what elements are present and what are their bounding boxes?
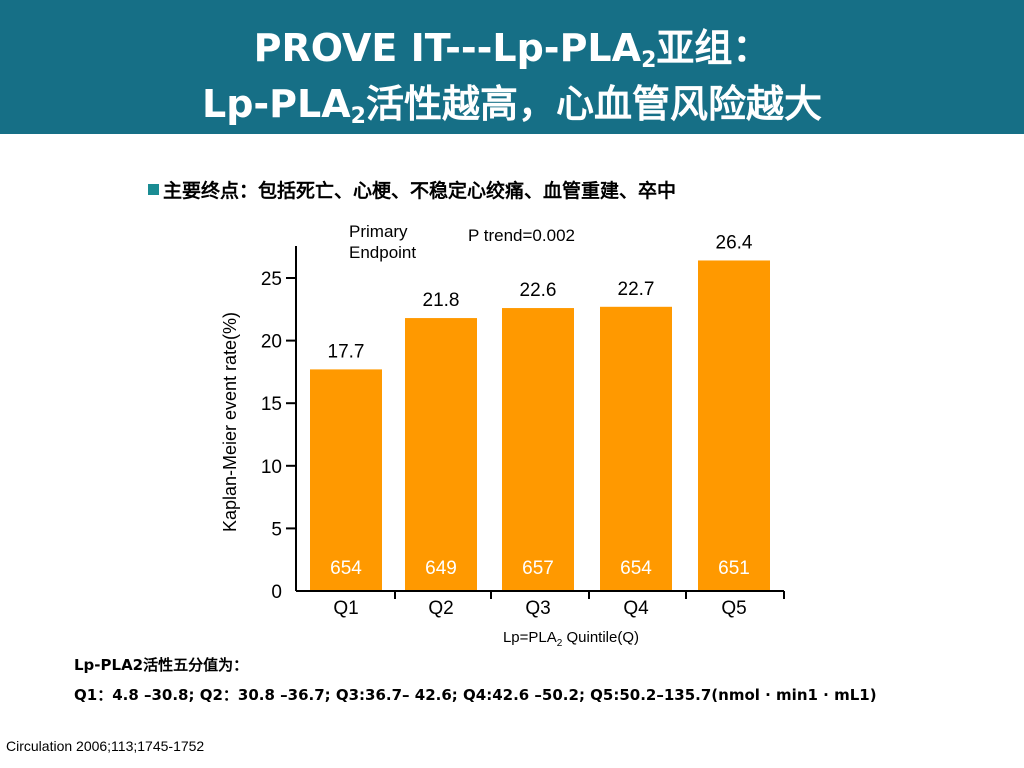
title-line-2-prefix: Lp-PLA (202, 82, 351, 126)
y-tick-label: 5 (271, 519, 282, 540)
quintile-ranges-note: Q1：4.8 –30.8; Q2：30.8 –36.7; Q3:36.7– 42… (74, 686, 877, 704)
x-tick-label: Q4 (623, 598, 649, 619)
bar-value-label: 17.7 (328, 341, 365, 362)
title-line-1-suffix: 亚组： (656, 26, 771, 70)
annotation-endpoint: Endpoint (349, 243, 416, 262)
bar-n-label: 651 (718, 558, 750, 579)
y-tick-label: 0 (271, 582, 282, 603)
bar-value-label: 26.4 (716, 232, 753, 253)
x-axis-label: Lp=PLA2 Quintile(Q) (503, 629, 639, 649)
bar-n-label: 654 (620, 558, 652, 579)
bar-q3 (502, 308, 574, 591)
bar-q5 (698, 260, 770, 591)
page-title-line-2: Lp-PLA2活性越高，心血管风险越大 (0, 82, 1024, 139)
bar-n-label: 657 (522, 558, 554, 579)
x-tick-label: Q2 (428, 598, 453, 619)
page-title-line-1: PROVE IT---Lp-PLA2亚组： (0, 26, 1024, 83)
x-tick-label: Q5 (721, 598, 746, 619)
bar-n-label: 654 (330, 558, 362, 579)
bar-value-label: 22.6 (520, 280, 557, 301)
y-tick-label: 15 (261, 394, 282, 415)
title-line-1-prefix: PROVE IT---Lp-PLA (253, 26, 642, 70)
bar-n-label: 649 (425, 558, 457, 579)
bar-q2 (405, 318, 477, 591)
y-tick-label: 25 (261, 269, 282, 290)
x-tick-label: Q1 (333, 598, 358, 619)
square-bullet-icon (148, 184, 159, 195)
y-tick-label: 20 (261, 332, 282, 353)
bar-value-label: 21.8 (423, 290, 460, 311)
bars-layer: 17.7 654 Q1 21.8 649 Q2 22.6 657 Q3 22.7 654 Q4 26.4… (310, 232, 770, 619)
y-axis-label: Kaplan-Meier event rate(%) (220, 312, 240, 532)
y-ticks: 0 5 10 15 20 25 (261, 269, 296, 603)
x-tick-label: Q3 (525, 598, 550, 619)
title-line-1-subscript: 2 (641, 48, 657, 73)
p-trend-annotation: P trend=0.002 (468, 226, 575, 245)
title-line-2-suffix: 活性越高，心血管风险越大 (365, 82, 822, 126)
x-axis-label-suffix: Quintile(Q) (562, 629, 639, 646)
x-ticks (394, 591, 785, 599)
title-bar: PROVE IT---Lp-PLA2亚组： Lp-PLA2活性越高，心血管风险越… (0, 0, 1024, 134)
bar-q1 (310, 369, 382, 591)
annotation-primary: Primary (349, 222, 408, 241)
citation: Circulation 2006;113;1745-1752 (6, 738, 205, 754)
endpoint-bullet-text: 主要终点：包括死亡、心梗、不稳定心绞痛、血管重建、卒中 (163, 180, 677, 202)
endpoint-bullet: 主要终点：包括死亡、心梗、不稳定心绞痛、血管重建、卒中 (148, 176, 676, 203)
y-tick-label: 10 (261, 457, 282, 478)
bar-value-label: 22.7 (618, 279, 655, 300)
quintile-note-heading: Lp-PLA2活性五分值为： (74, 656, 249, 674)
title-line-2-subscript: 2 (350, 104, 366, 129)
x-axis-label-prefix: Lp=PLA (503, 629, 557, 646)
bar-q4 (600, 306, 672, 591)
x-axis-label-subscript: 2 (557, 638, 563, 649)
